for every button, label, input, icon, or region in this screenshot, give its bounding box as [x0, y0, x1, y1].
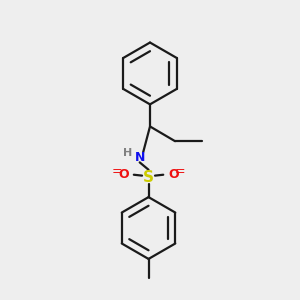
Text: S: S [143, 169, 154, 184]
Text: N: N [134, 151, 145, 164]
Text: O: O [168, 168, 178, 181]
Text: =: = [175, 165, 185, 178]
Text: =: = [112, 165, 122, 178]
Text: O: O [118, 168, 129, 181]
Text: H: H [123, 148, 132, 158]
